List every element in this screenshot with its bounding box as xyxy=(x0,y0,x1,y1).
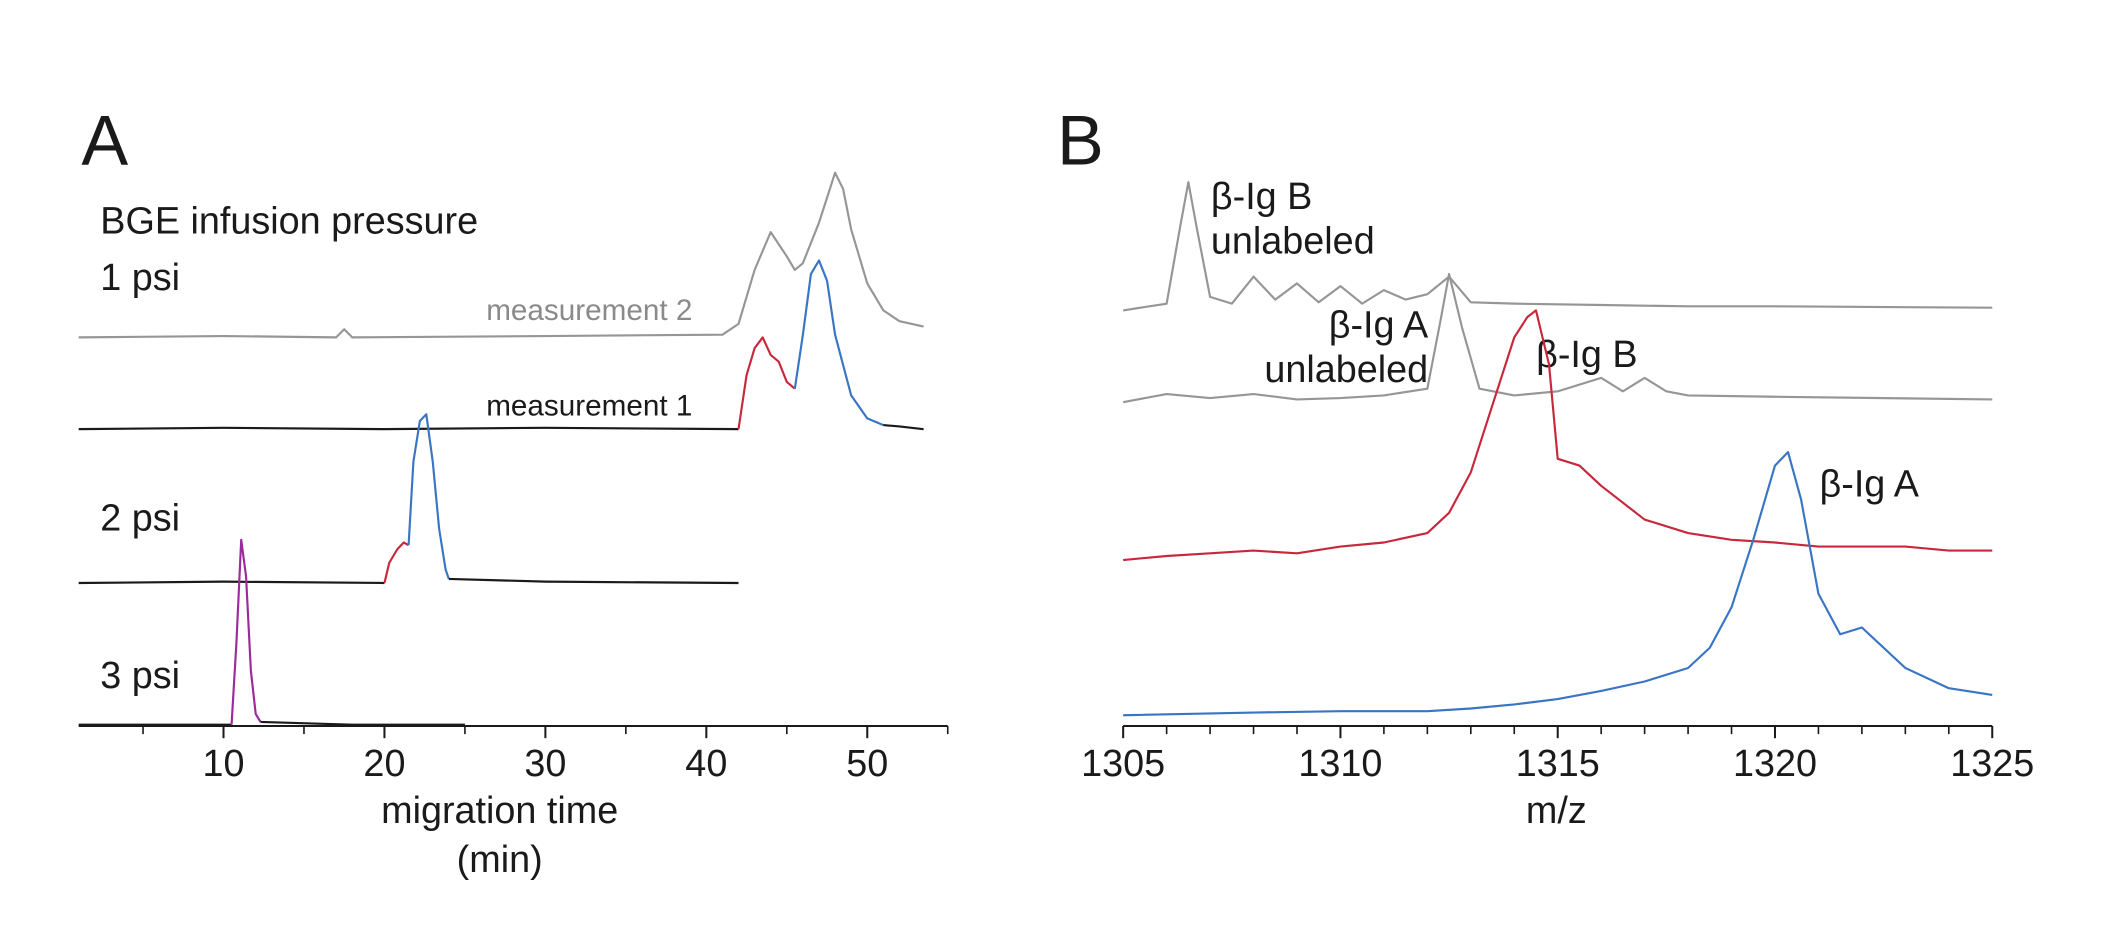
trace xyxy=(1123,181,1993,312)
trace xyxy=(883,424,924,431)
x-tick-label: 1310 xyxy=(1298,743,1382,785)
annotation: β-Ig B xyxy=(1536,334,1637,376)
annotation: β-Ig A xyxy=(1329,304,1429,346)
trace xyxy=(230,538,262,725)
trace xyxy=(78,426,739,431)
x-axis-label: m/z xyxy=(1526,790,1587,832)
annotation: 1 psi xyxy=(100,257,180,299)
panel-letter: B xyxy=(1057,101,1104,180)
trace xyxy=(78,171,924,339)
trace xyxy=(1123,451,1993,717)
trace xyxy=(383,541,410,584)
annotation: 3 psi xyxy=(100,655,180,697)
annotation: β-Ig A xyxy=(1820,464,1920,506)
x-tick-label: 50 xyxy=(846,743,888,785)
x-axis-label: migration time xyxy=(381,790,618,832)
x-tick-label: 10 xyxy=(202,743,244,785)
panel-letter: A xyxy=(81,101,128,180)
series-label: measurement 1 xyxy=(486,390,692,423)
x-tick-label: 1325 xyxy=(1950,743,2034,785)
trace xyxy=(448,577,739,585)
annotation: β-Ig B xyxy=(1211,176,1312,218)
trace xyxy=(737,336,796,430)
annotation: 2 psi xyxy=(100,497,180,539)
annotation: unlabeled xyxy=(1264,349,1428,391)
trace xyxy=(1122,272,1993,404)
x-tick-label: 30 xyxy=(524,743,566,785)
x-tick-label: 20 xyxy=(363,743,405,785)
x-tick-label: 40 xyxy=(685,743,727,785)
annotation: unlabeled xyxy=(1211,221,1375,263)
trace xyxy=(260,720,465,726)
trace xyxy=(793,259,884,427)
x-tick-label: 1315 xyxy=(1516,743,1600,785)
x-tick-label: 1305 xyxy=(1081,743,1165,785)
x-tick-label: 1320 xyxy=(1733,743,1817,785)
annotation: BGE infusion pressure xyxy=(100,200,478,242)
trace xyxy=(407,413,450,580)
trace xyxy=(1123,309,1993,562)
trace xyxy=(78,580,385,585)
series-label: measurement 2 xyxy=(486,294,692,327)
x-axis-label: (min) xyxy=(457,839,543,881)
